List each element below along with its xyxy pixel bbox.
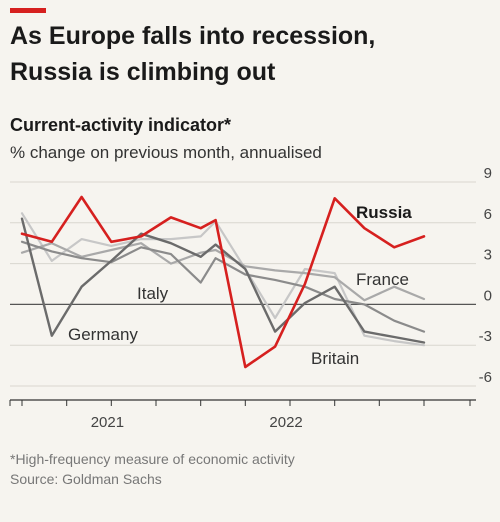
chart-subtitle: Current-activity indicator*	[10, 115, 232, 135]
chart-units: % change on previous month, annualised	[10, 143, 322, 162]
y-tick-label: 0	[484, 287, 492, 304]
series-line-italy	[20, 240, 426, 333]
y-tick-label: 9	[484, 165, 492, 182]
y-axis-tick-labels: 9 6 3 0 -3 -6	[479, 165, 492, 386]
series-lines	[20, 195, 426, 369]
chart-title-line-1: As Europe falls into recession,	[10, 22, 376, 50]
line-chart: 9 6 3 0 -3 -6 2021 2022 Russia Germany Italy Fran…	[9, 165, 492, 431]
series-label-italy: Italy	[137, 284, 169, 303]
series-label-germany: Germany	[68, 325, 138, 344]
chart-title-line-2: Russia is climbing out	[10, 58, 276, 86]
y-tick-label: 6	[484, 206, 492, 223]
series-label-france: France	[356, 270, 409, 289]
brand-accent-bar	[10, 8, 46, 13]
source-note: Source: Goldman Sachs	[10, 471, 162, 487]
y-tick-label: -6	[479, 369, 492, 386]
x-tick-label: 2021	[91, 414, 124, 431]
footnote: *High-frequency measure of economic acti…	[10, 451, 295, 467]
series-labels: Russia Germany Italy France Britain	[68, 203, 412, 368]
series-line-russia	[20, 195, 426, 369]
y-tick-label: 3	[484, 247, 492, 264]
series-line-france	[20, 242, 426, 302]
x-axis: 2021 2022	[9, 399, 476, 431]
x-tick-label: 2022	[269, 414, 302, 431]
series-line-germany	[20, 217, 426, 344]
series-label-russia: Russia	[356, 203, 412, 222]
series-label-britain: Britain	[311, 349, 359, 368]
y-tick-label: -3	[479, 328, 492, 345]
